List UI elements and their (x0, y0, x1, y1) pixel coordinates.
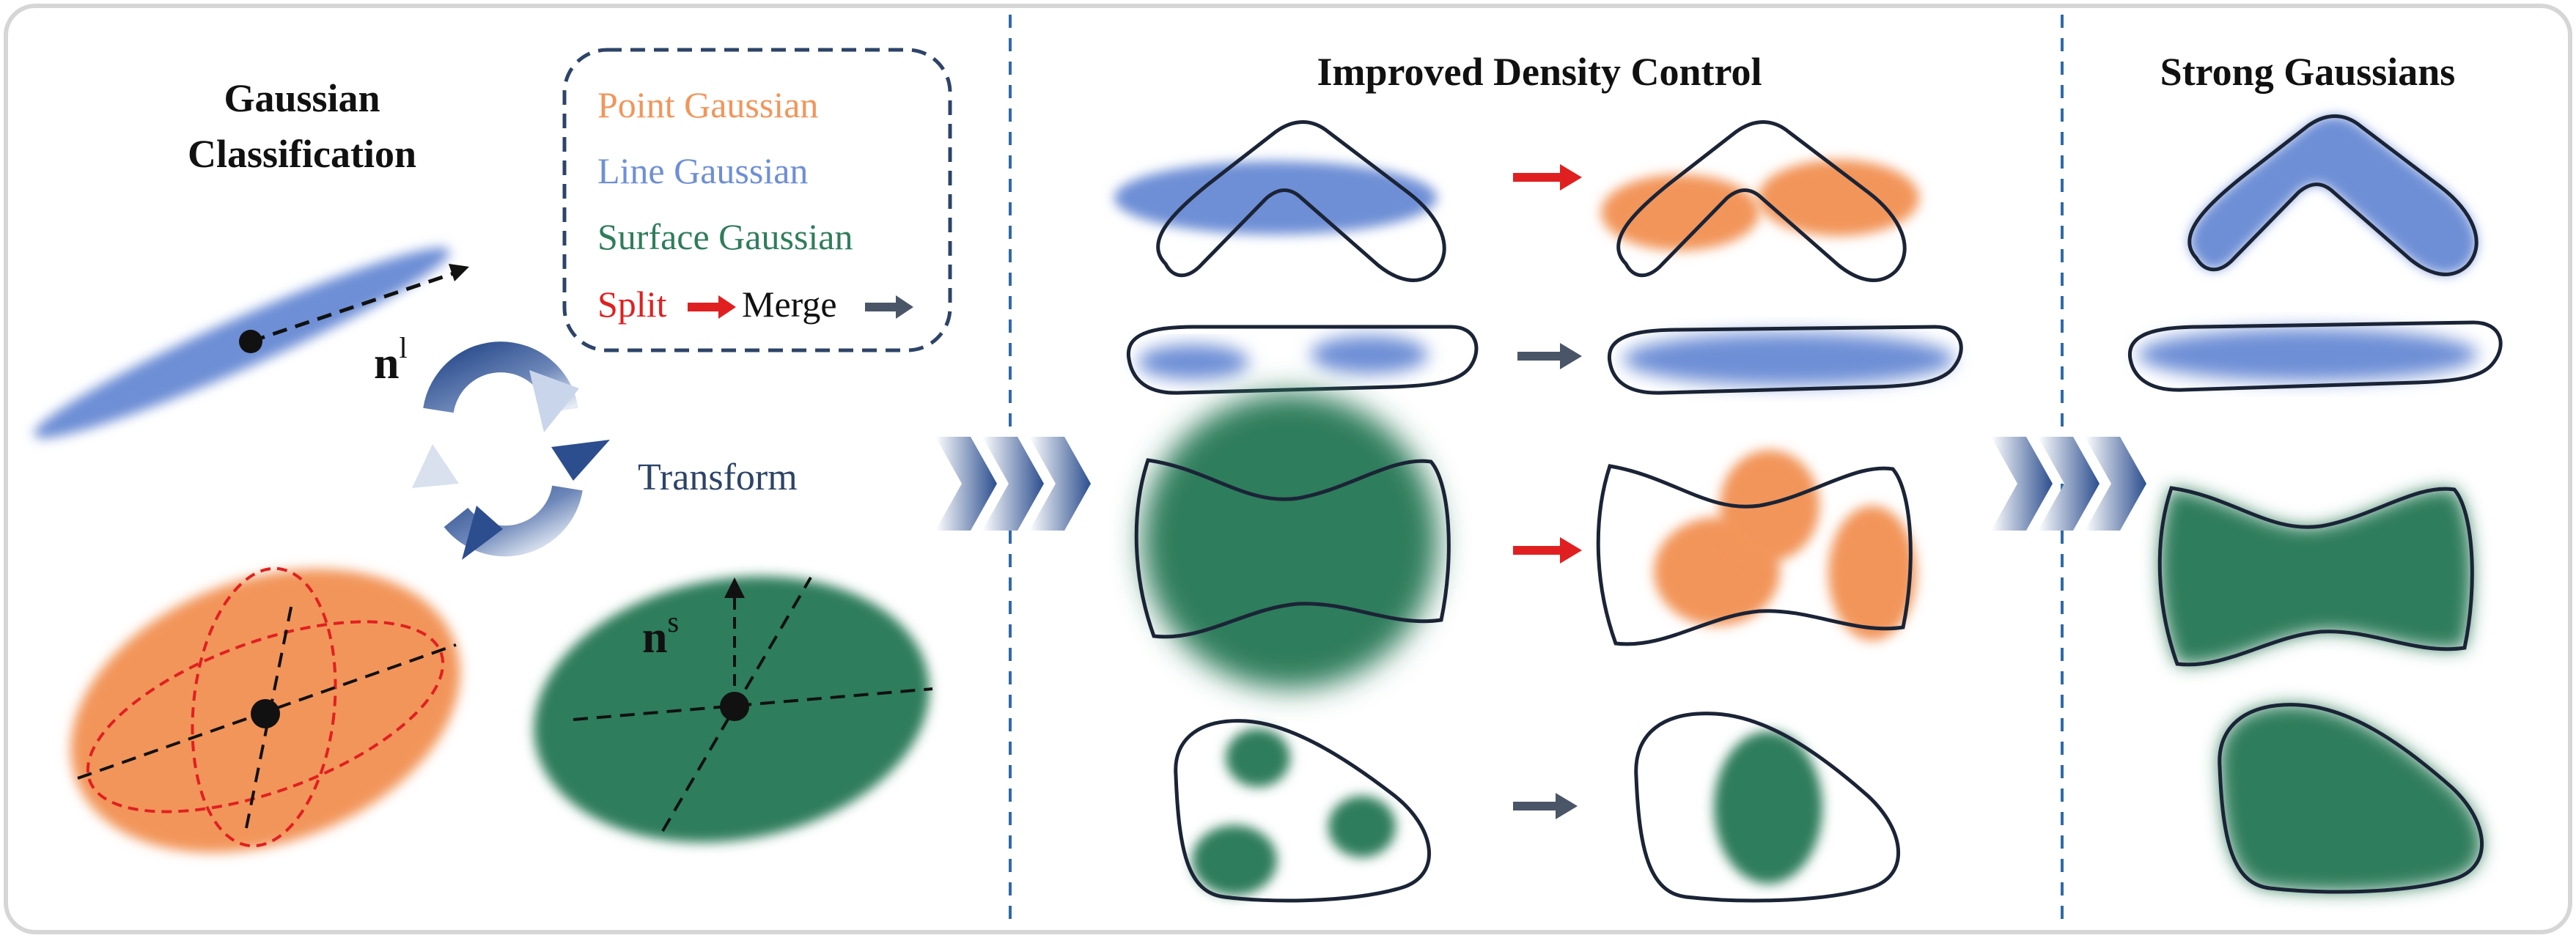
surface-center-dot (720, 692, 749, 721)
circular-arrows-icon (412, 341, 610, 560)
row3-surface-blob (1142, 393, 1438, 689)
density-row-1 (1114, 120, 1919, 282)
row1-outline-right (1616, 120, 1907, 282)
line-normal-label: nl (374, 331, 408, 388)
point-axis-2 (245, 603, 293, 829)
row4-merged-surface-blob (1714, 731, 1822, 884)
density-row-2 (1126, 325, 1963, 395)
chevron-right-icon (935, 437, 1091, 531)
row2-merged-line-blob (1623, 333, 1954, 385)
strong-line-blob-2 (2138, 328, 2478, 381)
row2-outline-right (1607, 325, 1963, 395)
strong-surface-blob-2 (2219, 704, 2482, 892)
legend-surface-label: Surface Gaussian (597, 216, 853, 257)
arrow-head-icon (724, 577, 745, 598)
transform-label: Transform (638, 457, 798, 498)
row4-surface-blob-3 (1192, 825, 1277, 895)
density-row-3 (1134, 393, 1916, 689)
density-title: Improved Density Control (1317, 50, 1762, 94)
row4-surface-blob-1 (1226, 728, 1290, 787)
legend-split-label: Split (597, 284, 667, 325)
legend-border (562, 48, 952, 352)
row4-outline-right (1634, 712, 1900, 903)
surface-normal-label: ns (642, 605, 679, 662)
legend-point-label: Point Gaussian (597, 84, 818, 125)
legend-line-label: Line Gaussian (597, 150, 808, 191)
strong-row-3 (2157, 486, 2474, 667)
row1-line-blob (1114, 161, 1437, 234)
merge-arrow-icon (1517, 343, 1582, 369)
strong-row-2 (2127, 320, 2503, 392)
row3-outline-right (1596, 464, 1913, 646)
point-center-dot (251, 699, 280, 728)
legend-merge-label: Merge (742, 284, 837, 325)
density-row-4 (1174, 712, 1900, 903)
line-gaussian-example: nl (34, 248, 469, 438)
strong-outline-3 (2157, 486, 2474, 667)
split-arrow-icon (688, 295, 736, 319)
split-arrow-icon (1513, 164, 1582, 191)
row3-point-blob-2 (1720, 450, 1819, 561)
classification-title-line2: Classification (188, 132, 416, 176)
surface-axis-1 (573, 687, 933, 721)
merge-arrow-icon (1513, 793, 1578, 819)
legend-box: Point Gaussian Line Gaussian Surface Gau… (562, 48, 952, 352)
strong-outline-1 (2187, 114, 2479, 276)
row2-line-blob-2 (1311, 336, 1428, 374)
row4-outline (1174, 719, 1431, 903)
row3-outline (1134, 458, 1451, 639)
split-arrow-icon (1513, 537, 1582, 564)
strong-row-1 (2187, 114, 2479, 276)
row3-point-blob-3 (1828, 506, 1916, 640)
row1-point-blob-2 (1758, 160, 1919, 236)
surface-gaussian-example: ns (534, 576, 933, 843)
arrow-head-icon (449, 264, 469, 281)
strong-outline-2 (2127, 320, 2503, 392)
row4-surface-blob-2 (1328, 796, 1396, 857)
strong-outline-4 (2218, 703, 2484, 894)
classification-title-line1: Gaussian (224, 76, 380, 120)
strong-panel: Strong Gaussians (2127, 50, 2503, 894)
point-gaussian-example (70, 566, 460, 853)
line-center-dot (239, 330, 262, 353)
strong-surface-blob-1 (2160, 488, 2473, 665)
point-red-ellipse-1 (86, 620, 445, 813)
row2-outline (1126, 325, 1479, 395)
row1-outline (1156, 120, 1446, 282)
transform-cycle: Transform (412, 341, 798, 560)
strong-row-4 (2218, 703, 2484, 894)
point-red-ellipse-2 (191, 566, 337, 848)
line-normal-axis (250, 270, 457, 344)
row2-line-blob-1 (1138, 344, 1249, 380)
classification-panel: Gaussian Classification Point Gaussian L… (34, 48, 952, 853)
density-panel: Improved Density Control (1114, 50, 1963, 903)
row1-point-blob-1 (1601, 174, 1759, 251)
strong-line-blob (2189, 116, 2477, 275)
strong-title: Strong Gaussians (2160, 50, 2456, 94)
merge-arrow-icon (865, 295, 913, 319)
chevron-right-icon (1991, 437, 2146, 531)
